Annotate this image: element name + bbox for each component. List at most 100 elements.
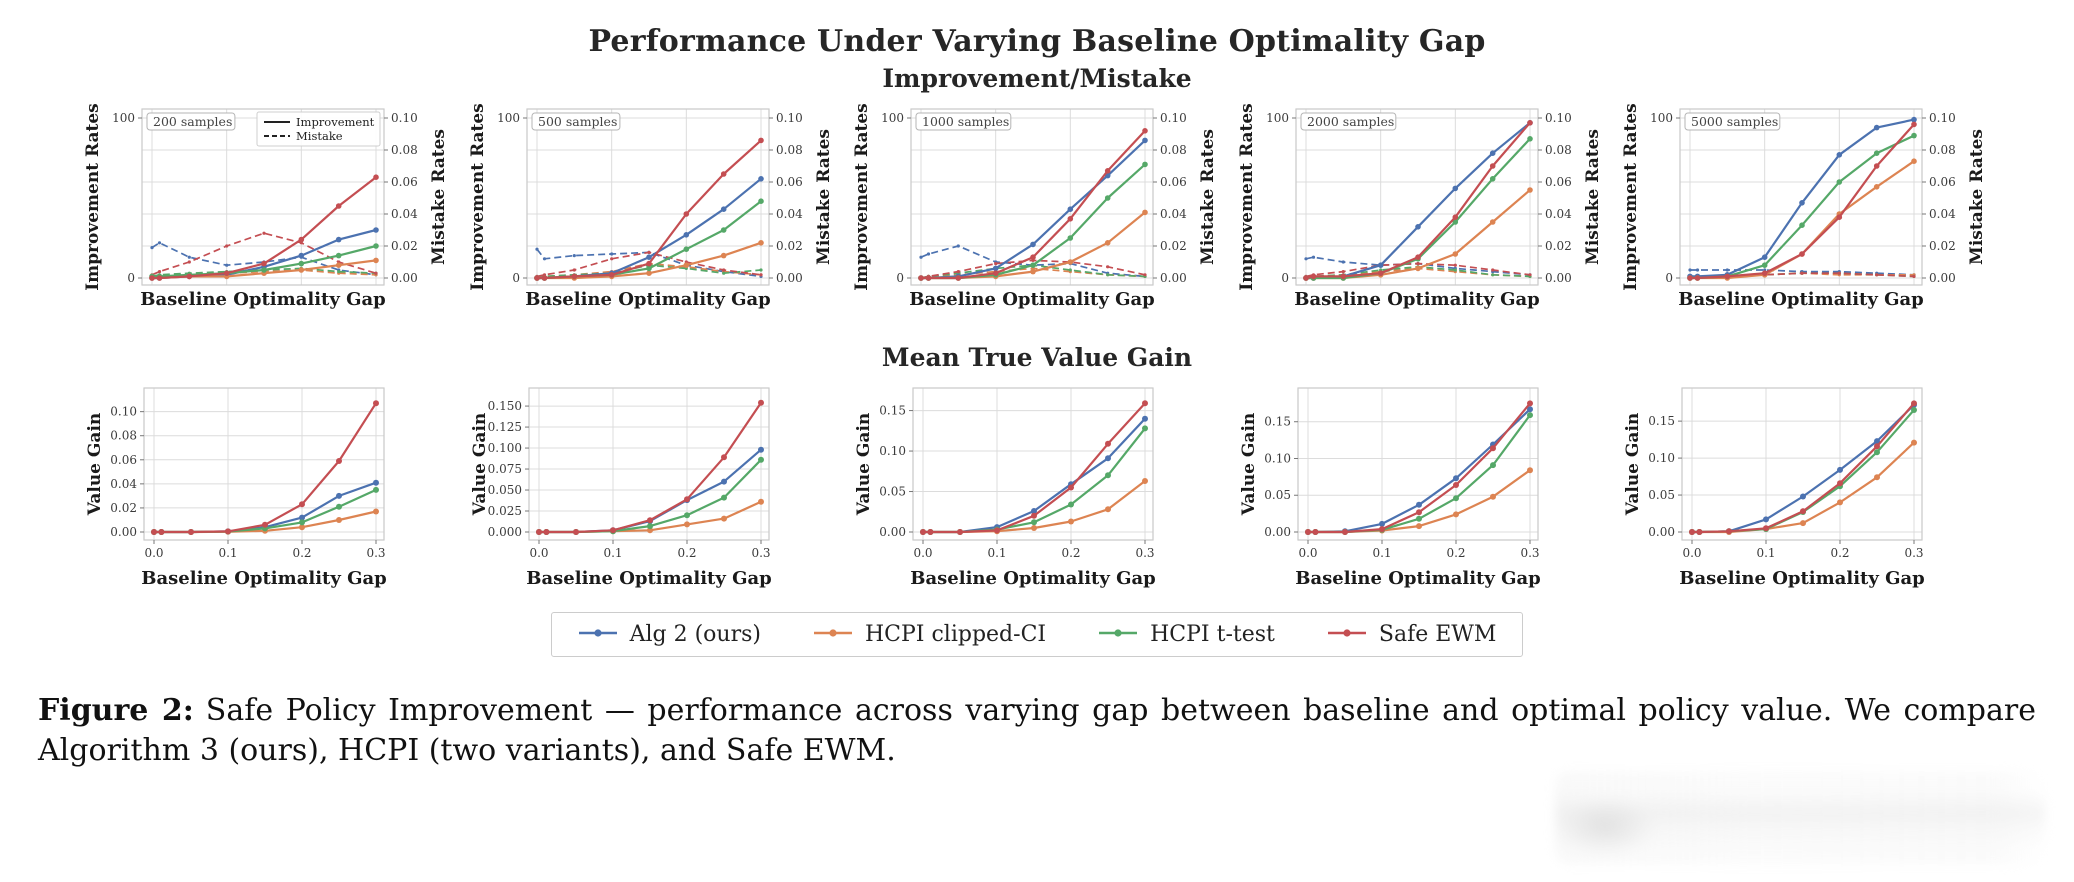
svg-text:0.10: 0.10 xyxy=(1160,111,1187,125)
svg-text:0: 0 xyxy=(1281,271,1289,285)
legend-label: Safe EWM xyxy=(1378,622,1497,647)
svg-text:0.150: 0.150 xyxy=(487,399,521,413)
svg-text:Value Gain: Value Gain xyxy=(85,413,105,517)
svg-text:0.0: 0.0 xyxy=(913,546,932,560)
svg-text:Value Gain: Value Gain xyxy=(854,413,874,517)
subplot-value-gain-2000-samples: 0.00 0.05 0.10 0.15 0.0 0.1 0.2 0.3 Value Gain Ba… xyxy=(1236,378,1608,600)
chart-canvas: 100 0 0.00 0.02 0.04 0.06 0.08 0.10 Improvement … xyxy=(1237,103,1603,310)
svg-text:0.025: 0.025 xyxy=(487,504,521,518)
chart-canvas: 100 0 0.00 0.02 0.04 0.06 0.08 0.10 Improvement … xyxy=(1621,103,1987,310)
legend-box: Alg 2 (ours) HCPI clipped-CI HCPI t-test… xyxy=(550,612,1524,657)
svg-text:Mistake: Mistake xyxy=(296,129,343,143)
svg-text:0.08: 0.08 xyxy=(1160,143,1187,157)
svg-text:100: 100 xyxy=(112,111,135,125)
svg-text:0.04: 0.04 xyxy=(776,207,803,221)
svg-text:0.1: 0.1 xyxy=(1372,546,1391,560)
svg-text:0.10: 0.10 xyxy=(1648,451,1675,465)
svg-text:0.00: 0.00 xyxy=(1264,525,1291,539)
svg-text:0.2: 0.2 xyxy=(292,546,311,560)
svg-text:0.08: 0.08 xyxy=(1929,143,1956,157)
blurred-redaction-artifact xyxy=(1555,772,2045,864)
figure-caption: Figure 2: Safe Policy Improvement — perfo… xyxy=(38,691,2036,770)
svg-text:0.06: 0.06 xyxy=(776,175,803,189)
svg-text:0.075: 0.075 xyxy=(487,462,521,476)
subplot-improvement-5000-samples: 100 0 0.00 0.02 0.04 0.06 0.08 0.10 Improvement … xyxy=(1620,93,1992,329)
svg-text:0.10: 0.10 xyxy=(391,111,418,125)
svg-text:0.06: 0.06 xyxy=(1160,175,1187,189)
line-marker-icon xyxy=(1098,625,1138,644)
svg-text:Value Gain: Value Gain xyxy=(1623,413,1643,517)
svg-text:Improvement Rates: Improvement Rates xyxy=(1237,103,1257,291)
subplot-value-gain-5000-samples: 0.00 0.05 0.10 0.15 0.0 0.1 0.2 0.3 Value Gain Ba… xyxy=(1620,378,1992,600)
svg-text:0.3: 0.3 xyxy=(366,546,385,560)
svg-text:0.1: 0.1 xyxy=(603,546,622,560)
svg-text:0.3: 0.3 xyxy=(1520,546,1539,560)
svg-text:0.04: 0.04 xyxy=(1160,207,1187,221)
svg-text:0.1: 0.1 xyxy=(987,546,1006,560)
legend-item-hcpi-clipped-ci: HCPI clipped-CI xyxy=(813,622,1046,647)
svg-text:Value Gain: Value Gain xyxy=(1239,413,1259,517)
svg-text:0.05: 0.05 xyxy=(879,485,906,499)
svg-text:5000 samples: 5000 samples xyxy=(1691,114,1778,129)
svg-text:0.08: 0.08 xyxy=(776,143,803,157)
svg-text:0.02: 0.02 xyxy=(1545,239,1572,253)
figure-header: Performance Under Varying Baseline Optim… xyxy=(0,0,2074,93)
legend-label: HCPI t-test xyxy=(1150,622,1275,647)
svg-text:0.00: 0.00 xyxy=(1929,271,1956,285)
legend-swatch-line xyxy=(1099,629,1138,637)
chart-canvas: 100 0 0.00 0.02 0.04 0.06 0.08 0.10 Improvement … xyxy=(852,103,1218,310)
svg-text:Improvement: Improvement xyxy=(296,115,375,129)
chart-canvas: 0.00 0.05 0.10 0.15 0.0 0.1 0.2 0.3 Value Gain Ba… xyxy=(854,387,1156,589)
svg-text:Improvement Rates: Improvement Rates xyxy=(852,103,872,291)
svg-text:0: 0 xyxy=(896,271,904,285)
row2-subtitle: Mean True Value Gain xyxy=(881,343,1193,372)
svg-text:0.3: 0.3 xyxy=(751,546,770,560)
subplot-value-gain-500-samples: 0.000 0.025 0.050 0.075 0.100 0.125 0.150 0.0 0.… xyxy=(467,378,839,600)
svg-text:0.04: 0.04 xyxy=(110,477,137,491)
svg-text:Baseline Optimality Gap: Baseline Optimality Gap xyxy=(525,289,770,310)
subplot-improvement-500-samples: 100 0 0.00 0.02 0.04 0.06 0.08 0.10 Improvement … xyxy=(467,93,839,329)
svg-text:Improvement Rates: Improvement Rates xyxy=(83,103,103,291)
chart-canvas: 0.000 0.025 0.050 0.075 0.100 0.125 0.150 0.0 0.… xyxy=(470,387,771,589)
legend-swatch-line xyxy=(578,629,617,637)
svg-text:0.05: 0.05 xyxy=(1264,488,1291,502)
subplot-improvement-1000-samples: 100 0 0.00 0.02 0.04 0.06 0.08 0.10 Improvement … xyxy=(851,93,1223,329)
svg-text:0.0: 0.0 xyxy=(144,546,163,560)
chart-canvas: 100 0 0.00 0.02 0.04 0.06 0.08 0.10 Improvement … xyxy=(468,103,834,310)
svg-text:0.05: 0.05 xyxy=(1648,488,1675,502)
svg-text:Improvement Rates: Improvement Rates xyxy=(468,103,488,291)
svg-text:0.00: 0.00 xyxy=(1160,271,1187,285)
svg-text:Mistake Rates: Mistake Rates xyxy=(814,129,834,265)
svg-text:0.10: 0.10 xyxy=(879,444,906,458)
svg-text:Baseline Optimality Gap: Baseline Optimality Gap xyxy=(526,568,771,589)
svg-text:0.08: 0.08 xyxy=(1545,143,1572,157)
svg-text:0.2: 0.2 xyxy=(1061,546,1080,560)
svg-text:0.00: 0.00 xyxy=(1648,525,1675,539)
legend-swatch-line xyxy=(1327,629,1366,637)
svg-text:0.3: 0.3 xyxy=(1135,546,1154,560)
svg-text:0.04: 0.04 xyxy=(1545,207,1572,221)
svg-text:0.10: 0.10 xyxy=(110,405,137,419)
svg-text:Mistake Rates: Mistake Rates xyxy=(1967,129,1987,265)
svg-text:Mistake Rates: Mistake Rates xyxy=(1198,129,1218,265)
row1-subtitle: Improvement/Mistake xyxy=(882,64,1192,93)
svg-text:Mistake Rates: Mistake Rates xyxy=(1583,129,1603,265)
figure-title: Performance Under Varying Baseline Optim… xyxy=(588,24,1486,59)
svg-text:0: 0 xyxy=(512,271,520,285)
svg-text:0.06: 0.06 xyxy=(110,453,137,467)
svg-text:Mistake Rates: Mistake Rates xyxy=(429,129,449,265)
legend-swatch-line xyxy=(813,629,852,637)
svg-text:Value Gain: Value Gain xyxy=(470,413,490,517)
svg-text:0.02: 0.02 xyxy=(1160,239,1187,253)
legend-item-safe-ewm: Safe EWM xyxy=(1327,622,1497,647)
svg-text:0.2: 0.2 xyxy=(677,546,696,560)
figure-legend: Alg 2 (ours) HCPI clipped-CI HCPI t-test… xyxy=(0,612,2074,657)
svg-text:100: 100 xyxy=(1650,111,1673,125)
svg-text:Baseline Optimality Gap: Baseline Optimality Gap xyxy=(1679,568,1924,589)
svg-text:0.00: 0.00 xyxy=(391,271,418,285)
svg-text:0.00: 0.00 xyxy=(1545,271,1572,285)
subplot-improvement-200-samples: 100 0 0.00 0.02 0.04 0.06 0.08 0.10 Improvement … xyxy=(82,93,454,329)
value-gain-row: 0.00 0.02 0.04 0.06 0.08 0.10 0.0 0.1 0.2 0.3 Valu… xyxy=(82,378,1992,600)
svg-text:0: 0 xyxy=(1665,271,1673,285)
